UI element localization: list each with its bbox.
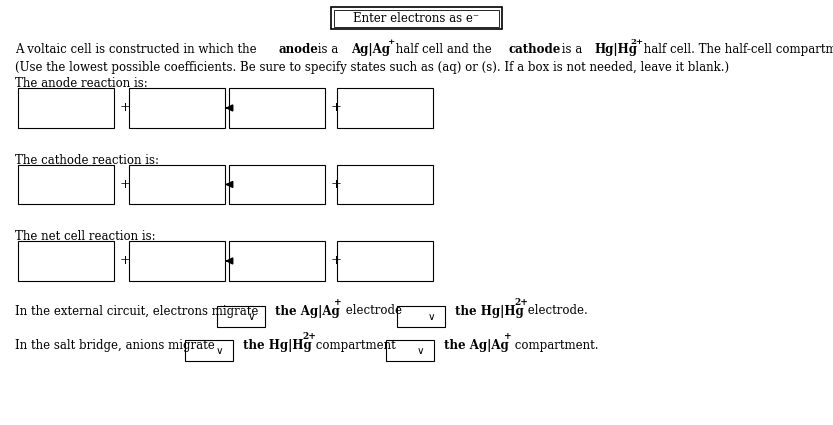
Bar — [129, 241, 225, 280]
Text: +: + — [335, 298, 342, 307]
Bar — [337, 88, 433, 128]
Text: +: + — [330, 178, 342, 191]
Text: the Hg|Hg: the Hg|Hg — [451, 304, 524, 317]
Bar — [18, 241, 114, 280]
Text: 2+: 2+ — [303, 332, 317, 341]
Text: compartment.: compartment. — [511, 338, 598, 351]
Text: Ag|Ag: Ag|Ag — [352, 43, 390, 56]
Text: +: + — [387, 38, 394, 46]
Text: anode: anode — [279, 43, 319, 56]
Text: cathode: cathode — [508, 43, 561, 56]
Text: 2+: 2+ — [515, 298, 528, 307]
Text: 2+: 2+ — [631, 38, 643, 46]
Text: electrode: electrode — [342, 304, 406, 317]
Text: compartment: compartment — [312, 338, 400, 351]
Text: the Ag|Ag: the Ag|Ag — [440, 338, 509, 351]
Bar — [386, 340, 434, 361]
Text: electrode.: electrode. — [524, 304, 588, 317]
Text: +: + — [119, 255, 131, 267]
Bar — [229, 165, 325, 204]
Text: ∨: ∨ — [216, 346, 223, 356]
Text: +: + — [119, 102, 131, 114]
Text: The anode reaction is:: The anode reaction is: — [15, 77, 147, 90]
Bar — [337, 165, 433, 204]
Bar — [397, 306, 445, 327]
Text: In the salt bridge, anions migrate: In the salt bridge, anions migrate — [15, 338, 218, 351]
Text: +: + — [119, 178, 131, 191]
Text: The net cell reaction is:: The net cell reaction is: — [15, 230, 156, 243]
Text: +: + — [330, 102, 342, 114]
Text: +: + — [504, 332, 511, 341]
Bar — [217, 306, 265, 327]
Text: The cathode reaction is:: The cathode reaction is: — [15, 153, 159, 167]
Text: ∨: ∨ — [247, 312, 255, 322]
Bar — [229, 241, 325, 280]
Text: ∨: ∨ — [416, 346, 425, 356]
Bar — [333, 10, 500, 27]
Text: the Ag|Ag: the Ag|Ag — [271, 304, 340, 317]
Text: +: + — [330, 255, 342, 267]
Bar — [129, 165, 225, 204]
Bar — [18, 88, 114, 128]
Text: Enter electrons as e⁻: Enter electrons as e⁻ — [353, 12, 480, 25]
Bar — [18, 165, 114, 204]
Text: is a: is a — [558, 43, 586, 56]
Text: the Hg|Hg: the Hg|Hg — [239, 338, 312, 351]
Text: ∨: ∨ — [427, 312, 436, 322]
Bar — [129, 88, 225, 128]
Text: half cell and the: half cell and the — [392, 43, 496, 56]
Text: half cell. The half-cell compartments are connected by a salt bridge.: half cell. The half-cell compartments ar… — [641, 43, 833, 56]
Bar — [337, 241, 433, 280]
Text: In the external circuit, electrons migrate: In the external circuit, electrons migra… — [15, 304, 262, 317]
Bar — [185, 340, 233, 361]
Text: (Use the lowest possible coefficients. Be sure to specify states such as (aq) or: (Use the lowest possible coefficients. B… — [15, 61, 729, 74]
Text: Hg|Hg: Hg|Hg — [595, 43, 638, 56]
Text: A voltaic cell is constructed in which the: A voltaic cell is constructed in which t… — [15, 43, 261, 56]
Bar — [331, 7, 501, 29]
Bar — [229, 88, 325, 128]
Text: is a: is a — [314, 43, 342, 56]
